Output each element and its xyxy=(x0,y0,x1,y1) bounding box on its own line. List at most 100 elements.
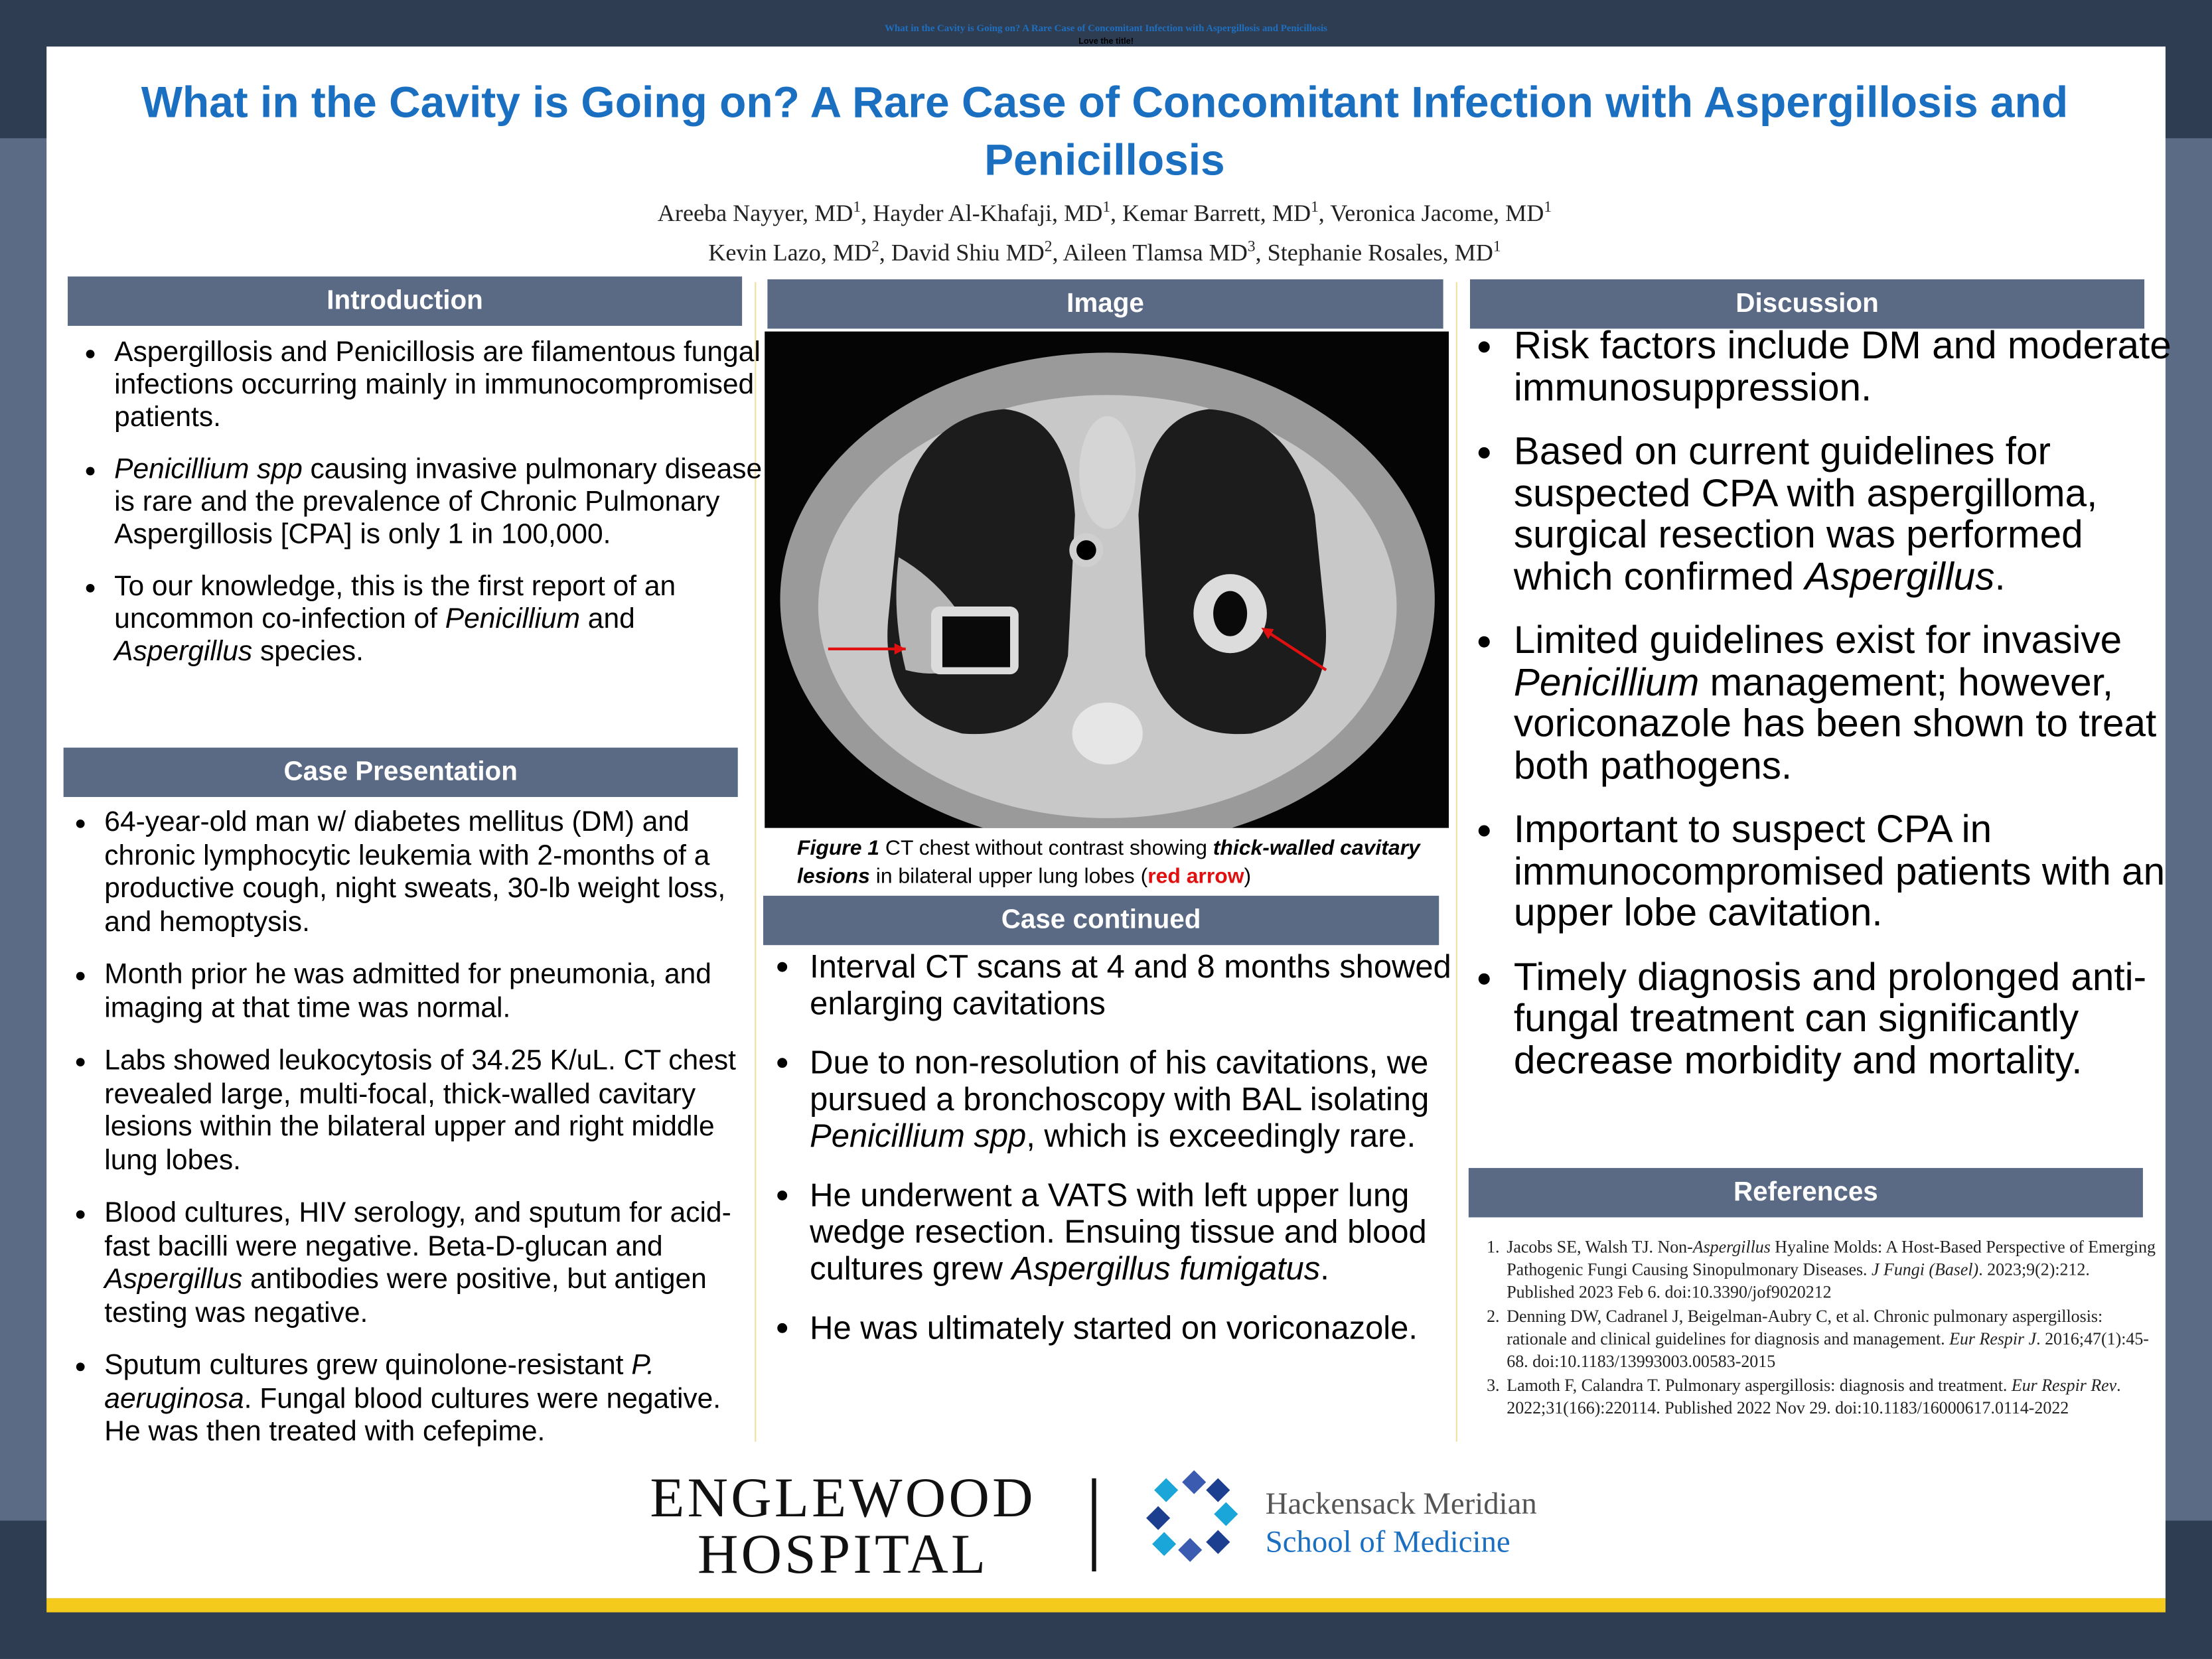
text-run: Aspergillus fumigatus xyxy=(1011,1250,1321,1287)
text-run: Labs showed leukocytosis of 34.25 K/uL. … xyxy=(104,1045,736,1176)
bullet: Important to suspect CPA in immunocompro… xyxy=(1511,808,2181,933)
text-run: . xyxy=(1994,553,2006,598)
text-run: Interval CT scans at 4 and 8 months show… xyxy=(810,948,1451,1022)
text-run: He was ultimately started on voriconazol… xyxy=(810,1309,1418,1346)
text-run: antibodies were positive, but antigen te… xyxy=(104,1263,707,1329)
bullet: Limited guidelines exist for invasive Pe… xyxy=(1511,619,2181,786)
text-run: Month prior he was admitted for pneumoni… xyxy=(104,959,711,1024)
hospital-logo: ENGLEWOOD xyxy=(650,1465,1036,1530)
bullet-list: Aspergillosis and Penicillosis are filam… xyxy=(78,337,774,688)
text-run: management; however, voriconazole has be… xyxy=(1513,659,2157,787)
reference: Denning DW, Cadranel J, Beigelman-Aubry … xyxy=(1504,1305,2160,1372)
bullet: He was ultimately started on voriconazol… xyxy=(807,1309,1484,1346)
text-run: , Aileen Tlamsa MD xyxy=(1052,239,1248,267)
hospital-logo: HOSPITAL xyxy=(697,1522,989,1586)
text-run: Aspergillus xyxy=(104,1263,243,1295)
section-header: Image xyxy=(767,279,1443,329)
bullet: Sputum cultures grew quinolone-resistant… xyxy=(102,1350,765,1449)
ct-image xyxy=(765,331,1449,828)
bullet: Penicillium spp causing invasive pulmona… xyxy=(111,454,774,551)
text-run: , Stephanie Rosales, MD xyxy=(1255,239,1493,267)
section-header: Introduction xyxy=(68,276,743,326)
text-run: Important to suspect CPA in immunocompro… xyxy=(1513,806,2166,934)
text-run: . 2022;31(166):220114. Published 2022 No… xyxy=(1507,1375,2121,1418)
text-run: , Hayder Al-Khafaji, MD xyxy=(861,200,1103,227)
bullet: Month prior he was admitted for pneumoni… xyxy=(102,959,765,1025)
text-run: . xyxy=(1320,1250,1329,1287)
text-run: Aspergillus xyxy=(114,636,253,668)
text-run: Penicillium spp xyxy=(114,454,303,486)
bullet: Labs showed leukocytosis of 34.25 K/uL. … xyxy=(102,1045,765,1178)
poster-title: What in the Cavity is Going on? A Rare C… xyxy=(141,77,2069,185)
text-run: Due to non-resolution of his cavitations… xyxy=(810,1044,1430,1118)
text-run: , Veronica Jacome, MD xyxy=(1318,200,1544,227)
logo-divider xyxy=(1092,1478,1096,1572)
toolbar-title: What in the Cavity is Going on? A Rare C… xyxy=(885,23,1327,35)
text-run: 1 xyxy=(1493,238,1501,255)
text-run: Eur Respir J xyxy=(1949,1329,2037,1349)
bullet: Based on current guidelines for suspecte… xyxy=(1511,430,2181,597)
text-run: Hyaline Molds: A Host-Based Perspective … xyxy=(1507,1237,2156,1280)
text-run: 1 xyxy=(1102,198,1111,216)
text-run: thick-walled cavitary lesions xyxy=(797,836,1420,889)
text-run: Jacobs SE, Walsh TJ. Non- xyxy=(1507,1237,1693,1257)
bullet-list: Interval CT scans at 4 and 8 months show… xyxy=(773,948,1484,1368)
bullet: To our knowledge, this is the first repo… xyxy=(111,571,774,669)
school-icon xyxy=(1146,1470,1238,1562)
bullet: Due to non-resolution of his cavitations… xyxy=(807,1044,1484,1154)
text-run: Denning DW, Cadranel J, Beigelman-Aubry … xyxy=(1507,1306,2103,1349)
text-run: Kevin Lazo, MD xyxy=(708,239,872,267)
text-run: ) xyxy=(1244,865,1252,889)
text-run: Aspergillus xyxy=(1805,553,1995,598)
text-run: Based on current guidelines for suspecte… xyxy=(1513,429,2098,598)
text-run: Lamoth F, Calandra T. Pulmonary aspergil… xyxy=(1507,1375,2012,1396)
text-run: , David Shiu MD xyxy=(879,239,1045,267)
bullet: Risk factors include DM and moderate imm… xyxy=(1511,325,2181,407)
text-run: Penicillium xyxy=(1513,659,1700,703)
text-run: in bilateral upper lung lobes ( xyxy=(869,865,1148,889)
section-header: References xyxy=(1468,1168,2143,1218)
footer-stripe xyxy=(46,1598,2166,1613)
text-run: He underwent a VATS with left upper lung… xyxy=(810,1176,1427,1287)
bullet: Blood cultures, HIV serology, and sputum… xyxy=(102,1198,765,1331)
bullet: He underwent a VATS with left upper lung… xyxy=(807,1177,1484,1287)
authors: Kevin Lazo, MD2, David Shiu MD2, Aileen … xyxy=(70,238,2138,267)
text-run: Risk factors include DM and moderate imm… xyxy=(1513,323,2172,409)
text-run: Blood cultures, HIV serology, and sputum… xyxy=(104,1197,731,1262)
text-run: 1 xyxy=(853,198,861,216)
text-run: , which is exceedingly rare. xyxy=(1026,1117,1416,1154)
text-run: Figure 1 xyxy=(797,836,880,861)
text-run: To our knowledge, this is the first repo… xyxy=(114,571,676,635)
text-run: 2 xyxy=(871,238,879,255)
text-run: Aspergillus xyxy=(1692,1237,1771,1257)
school-name: Hackensack Meridian xyxy=(1265,1485,1537,1521)
text-run: 2 xyxy=(1044,238,1053,255)
text-run: Eur Respir Rev xyxy=(2011,1375,2117,1396)
text-run: causing invasive pulmonary disease is ra… xyxy=(114,454,763,551)
section-header: Case Presentation xyxy=(63,747,738,798)
section-header: Discussion xyxy=(1469,279,2145,329)
text-run: Aspergillosis and Penicillosis are filam… xyxy=(114,337,761,433)
bullet-list: 64-year-old man w/ diabetes mellitus (DM… xyxy=(68,807,765,1469)
divider xyxy=(755,282,757,1442)
text-run: . 2023;9(2):212. Published 2023 Feb 6. d… xyxy=(1507,1260,2090,1303)
text-run: 64-year-old man w/ diabetes mellitus (DM… xyxy=(104,806,726,938)
text-run: 3 xyxy=(1247,238,1256,255)
bullet: Interval CT scans at 4 and 8 months show… xyxy=(807,948,1484,1021)
authors: Areeba Nayyer, MD1, Hayder Al-Khafaji, M… xyxy=(70,199,2138,228)
text-run: , Kemar Barrett, MD xyxy=(1110,200,1311,227)
divider xyxy=(1455,282,1457,1442)
text-run: Areeba Nayyer, MD xyxy=(657,200,853,227)
text-run: CT chest without contrast showing xyxy=(879,836,1213,861)
text-run: Timely diagnosis and prolonged anti-fung… xyxy=(1513,954,2147,1082)
text-run: Limited guidelines exist for invasive xyxy=(1513,618,2122,662)
bullet: Timely diagnosis and prolonged anti-fung… xyxy=(1511,956,2181,1080)
section-header: Case continued xyxy=(763,895,1439,946)
text-run: 1 xyxy=(1311,198,1319,216)
school-name: School of Medicine xyxy=(1265,1523,1511,1559)
text-run: Sputum cultures grew quinolone-resistant xyxy=(104,1350,632,1382)
text-run: P. aeruginosa xyxy=(104,1350,655,1415)
text-run: J Fungi (Basel) xyxy=(1872,1260,1979,1280)
text-run: red arrow xyxy=(1147,865,1244,889)
